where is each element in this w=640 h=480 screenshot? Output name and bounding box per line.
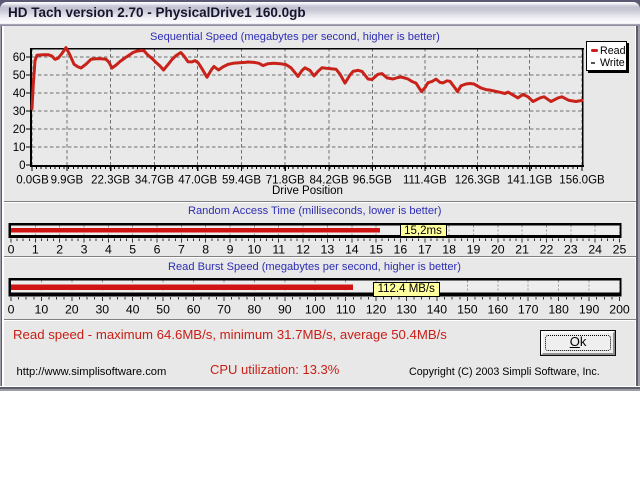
svg-text:2: 2 (56, 243, 63, 257)
svg-text:5: 5 (129, 243, 136, 257)
svg-text:40: 40 (126, 303, 140, 317)
svg-text:22: 22 (540, 243, 554, 257)
svg-text:60: 60 (13, 52, 26, 64)
svg-text:170: 170 (518, 303, 539, 317)
svg-text:156.0GB: 156.0GB (559, 175, 605, 187)
svg-text:59.4GB: 59.4GB (222, 175, 261, 187)
svg-text:0.0GB: 0.0GB (16, 175, 49, 187)
svg-text:80: 80 (248, 303, 262, 317)
svg-text:190: 190 (579, 303, 600, 317)
svg-text:200: 200 (609, 303, 630, 317)
svg-text:15: 15 (369, 243, 383, 257)
svg-text:0: 0 (19, 160, 25, 172)
svg-text:47.0GB: 47.0GB (178, 175, 217, 187)
svg-text:111.4GB: 111.4GB (403, 175, 447, 187)
svg-text:19: 19 (467, 243, 481, 257)
svg-text:60: 60 (187, 303, 201, 317)
svg-text:180: 180 (548, 303, 569, 317)
svg-text:20: 20 (491, 243, 505, 257)
svg-text:120: 120 (366, 303, 387, 317)
svg-text:7: 7 (178, 243, 185, 257)
svg-text:22.3GB: 22.3GB (91, 175, 130, 187)
svg-text:110: 110 (336, 303, 356, 317)
svg-text:24: 24 (588, 243, 602, 257)
svg-text:0: 0 (8, 243, 15, 257)
svg-text:16: 16 (394, 243, 408, 257)
svg-text:3: 3 (81, 243, 88, 257)
svg-text:130: 130 (396, 303, 417, 317)
svg-text:20: 20 (65, 303, 79, 317)
svg-text:0: 0 (8, 303, 15, 317)
svg-text:10: 10 (248, 243, 262, 257)
svg-text:90: 90 (278, 303, 292, 317)
svg-text:71.8GB: 71.8GB (266, 175, 305, 187)
svg-text:17: 17 (418, 243, 432, 257)
svg-text:70: 70 (217, 303, 231, 317)
svg-text:160: 160 (488, 303, 509, 317)
svg-text:6: 6 (154, 243, 161, 257)
svg-text:100: 100 (305, 303, 326, 317)
svg-text:10: 10 (13, 142, 26, 154)
svg-text:12: 12 (296, 243, 310, 257)
svg-text:11: 11 (272, 243, 285, 257)
svg-text:150: 150 (457, 303, 478, 317)
svg-text:23: 23 (564, 243, 578, 257)
svg-text:96.5GB: 96.5GB (353, 175, 392, 187)
svg-text:25: 25 (613, 243, 627, 257)
svg-text:126.3GB: 126.3GB (455, 175, 501, 187)
svg-text:30: 30 (13, 106, 26, 118)
svg-text:8: 8 (202, 243, 209, 257)
svg-text:13: 13 (321, 243, 335, 257)
svg-text:21: 21 (515, 243, 529, 257)
svg-text:140: 140 (427, 303, 448, 317)
svg-text:40: 40 (13, 88, 26, 100)
svg-text:4: 4 (105, 243, 112, 257)
svg-text:84.2GB: 84.2GB (310, 175, 349, 187)
svg-text:9: 9 (227, 243, 234, 257)
svg-text:18: 18 (442, 243, 456, 257)
svg-text:14: 14 (345, 243, 359, 257)
svg-text:20: 20 (13, 124, 26, 136)
svg-text:50: 50 (13, 70, 26, 82)
svg-text:141.1GB: 141.1GB (507, 175, 553, 187)
svg-text:9.9GB: 9.9GB (51, 175, 84, 187)
svg-text:30: 30 (95, 303, 109, 317)
svg-text:34.7GB: 34.7GB (135, 175, 174, 187)
svg-text:1: 1 (32, 243, 39, 257)
svg-text:50: 50 (156, 303, 170, 317)
svg-text:10: 10 (35, 303, 49, 317)
